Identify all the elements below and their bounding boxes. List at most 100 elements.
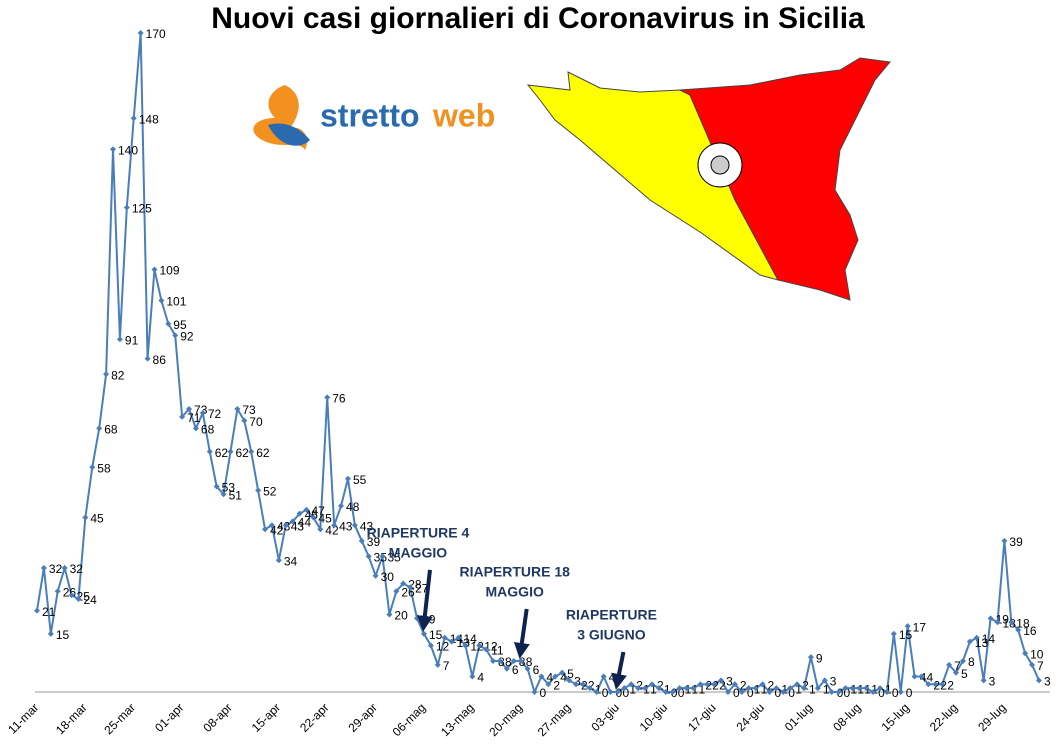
marker (559, 669, 566, 676)
value-label: 45 (318, 512, 332, 526)
x-tick-label: 01-apr (152, 700, 186, 734)
marker (932, 681, 939, 688)
marker (68, 592, 75, 599)
marker (683, 685, 690, 692)
marker (725, 689, 731, 695)
marker (34, 607, 40, 614)
marker (248, 448, 255, 455)
value-label: 32 (70, 562, 84, 576)
value-label: 4 (926, 671, 933, 685)
value-label: 18 (1002, 616, 1016, 630)
marker (186, 406, 193, 413)
marker (227, 448, 234, 455)
value-label: 3 (574, 675, 581, 689)
x-tick-label: 24-giu (733, 700, 766, 733)
marker (255, 487, 262, 494)
value-label: 0 (788, 686, 795, 700)
marker (572, 681, 579, 688)
marker (883, 689, 890, 695)
marker (628, 681, 635, 688)
marker (538, 673, 545, 680)
marker (600, 673, 607, 680)
x-tick-label: 22-lug (927, 700, 960, 733)
marker (690, 685, 697, 692)
value-label: 62 (215, 446, 229, 460)
value-label: 0 (844, 686, 851, 700)
marker (959, 657, 966, 664)
marker (393, 588, 400, 595)
value-label: 52 (263, 485, 277, 499)
value-label: 18 (1016, 616, 1030, 630)
value-label: 6 (512, 663, 519, 677)
value-label: 170 (146, 27, 166, 41)
value-label: 2 (802, 678, 809, 692)
marker (835, 689, 842, 695)
value-label: 12 (470, 640, 484, 654)
marker (455, 634, 462, 641)
marker (47, 630, 54, 637)
value-label: 26 (63, 585, 77, 599)
marker (75, 595, 82, 602)
x-tick-label: 03-giu (588, 700, 621, 733)
marker (863, 685, 870, 692)
value-label: 4 (560, 671, 567, 685)
value-label: 11 (491, 644, 504, 658)
value-label: 68 (104, 423, 118, 437)
value-label: 10 (1030, 647, 1044, 661)
value-label: 70 (249, 415, 263, 429)
value-label: 73 (242, 403, 256, 417)
value-label: 34 (284, 554, 298, 568)
value-label: 35 (374, 550, 388, 564)
value-label: 42 (270, 523, 284, 537)
value-label: 58 (97, 461, 111, 475)
annotation: RIAPERTURE (566, 607, 657, 623)
value-label: 1 (781, 682, 788, 696)
value-label: 0 (906, 686, 913, 700)
marker (1015, 626, 1022, 633)
marker (234, 406, 241, 413)
value-label: 0 (774, 686, 781, 700)
marker (137, 30, 144, 36)
value-label: 86 (153, 353, 167, 367)
value-label: 4 (609, 671, 616, 685)
marker (434, 661, 441, 668)
logo: stretto web (253, 85, 495, 150)
value-label: 7 (443, 659, 450, 673)
marker (241, 417, 248, 424)
x-tick-label: 11-mar (5, 700, 41, 736)
marker (648, 681, 655, 688)
marker (669, 689, 676, 695)
marker (759, 681, 766, 688)
annotation: RIAPERTURE 4 (367, 525, 470, 541)
marker (96, 425, 103, 432)
x-tick-label: 22-apr (297, 700, 331, 734)
marker (338, 502, 345, 509)
x-tick-label: 25-mar (101, 700, 138, 737)
marker (566, 677, 573, 684)
value-label: 45 (90, 512, 104, 526)
x-tick-label: 15-lug (879, 700, 912, 733)
value-label: 76 (332, 392, 346, 406)
marker (358, 537, 365, 544)
value-label: 1 (809, 682, 816, 696)
value-label: 72 (208, 407, 222, 421)
marker (1022, 650, 1029, 657)
marker (448, 638, 455, 645)
value-label: 0 (733, 686, 740, 700)
marker (586, 685, 593, 692)
value-label: 2 (947, 678, 954, 692)
value-label: 15 (899, 628, 913, 642)
value-label: 5 (567, 667, 574, 681)
marker (476, 642, 483, 649)
value-label: 9 (816, 651, 823, 665)
value-label: 43 (277, 519, 291, 533)
marker (994, 619, 1001, 626)
value-label: 44 (298, 516, 312, 530)
marker (110, 146, 117, 153)
value-label: 20 (394, 609, 408, 623)
marker (517, 657, 524, 664)
value-label: 125 (132, 202, 152, 216)
value-label: 0 (602, 686, 609, 700)
x-tick-label: 06-mag (390, 700, 429, 739)
marker (206, 448, 213, 455)
